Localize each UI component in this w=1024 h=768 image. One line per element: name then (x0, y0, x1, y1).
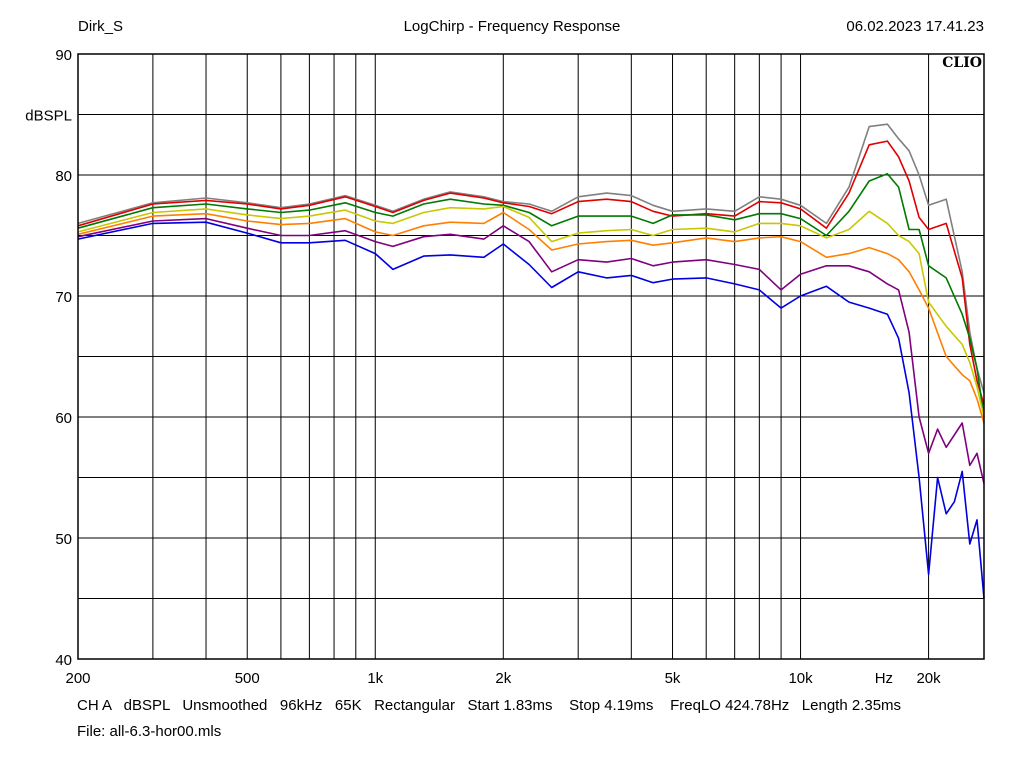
y-tick-label: 40 (55, 652, 72, 669)
y-tick-label: 50 (55, 531, 72, 548)
series-line-3 (77, 173, 985, 418)
x-tick-label: Hz (875, 670, 893, 687)
x-tick-label: 2k (495, 670, 511, 687)
file-name: File: all-6.3-hor00.mls (77, 723, 222, 740)
header-user: Dirk_S (78, 18, 124, 35)
y-tick-label: dBSPL (25, 108, 72, 125)
chart-title: LogChirp - Frequency Response (403, 18, 621, 35)
series-line-6 (77, 217, 985, 484)
series-line-5 (77, 211, 985, 424)
series-line-7 (77, 221, 985, 599)
y-tick-label: 80 (55, 168, 72, 185)
clio-logo: CLIO (942, 55, 982, 71)
header-datetime: 06.02.2023 17.41.23 (846, 18, 984, 35)
x-tick-label: 20k (916, 670, 941, 687)
series-line-4 (77, 205, 985, 418)
x-tick-label: 200 (65, 670, 90, 687)
brand-backdrop (938, 55, 983, 71)
measurement-settings: CH A dBSPL Unsmoothed 96kHz 65K Rectangu… (77, 697, 902, 714)
y-tick-label: 90 (55, 47, 72, 64)
chart-tick-labels: 200 500 1k 2k 5k 10k Hz 20k 90 dBSPL 80 70 60 50 40 (25, 47, 941, 687)
series-line-1 (77, 123, 985, 394)
x-tick-label: 500 (235, 670, 260, 687)
x-tick-label: 10k (788, 670, 813, 687)
series-line-2 (77, 140, 985, 406)
x-tick-label: 5k (665, 670, 681, 687)
y-tick-label: 70 (55, 289, 72, 306)
x-tick-label: 1k (367, 670, 383, 687)
chart-grid (78, 54, 984, 659)
chart-series (77, 123, 985, 599)
plot-frame (77, 53, 985, 660)
y-tick-label: 60 (55, 410, 72, 427)
